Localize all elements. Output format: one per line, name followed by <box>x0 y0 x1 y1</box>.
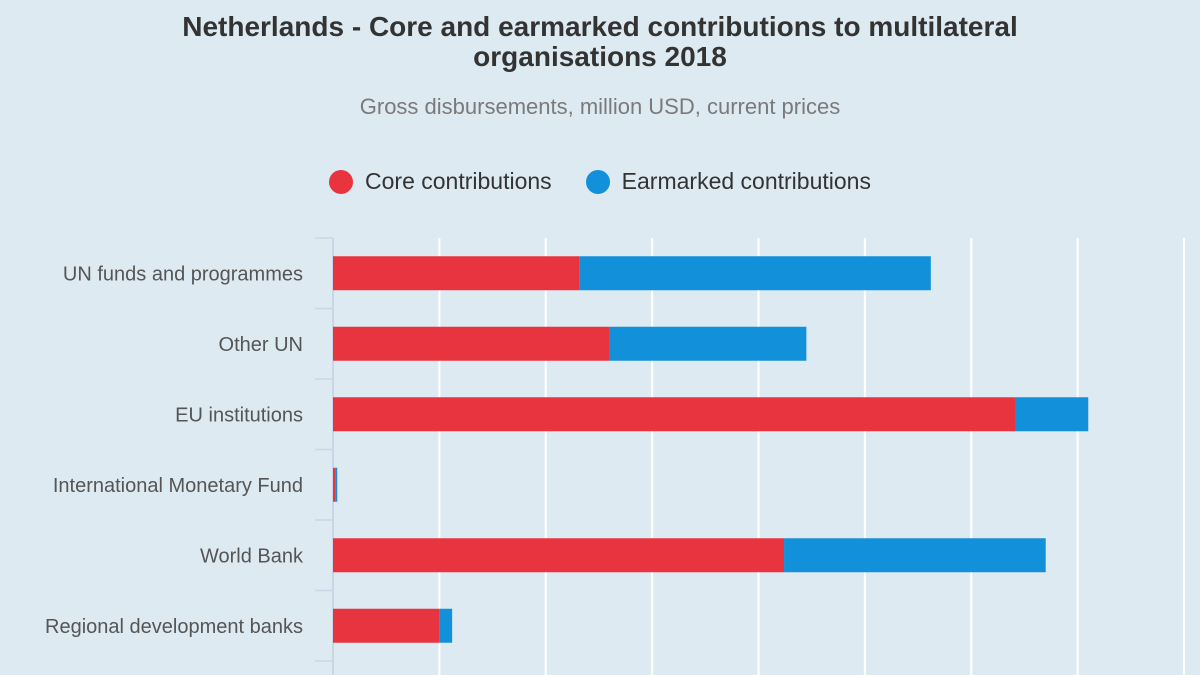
bar-core <box>333 467 336 502</box>
legend-label-earmarked: Earmarked contributions <box>621 168 871 194</box>
category-label: International Monetary Fund <box>53 475 303 497</box>
category-label: Regional development banks <box>45 616 303 638</box>
legend-item-core[interactable]: Core contributions <box>329 168 552 195</box>
bar-core <box>333 397 1016 432</box>
bar-core <box>333 326 610 361</box>
legend-marker-core <box>329 169 354 194</box>
bar-core <box>333 608 440 643</box>
bar-earmarked <box>439 608 453 643</box>
legend-label-core: Core contributions <box>365 168 552 194</box>
chart-legend: Core contributions Earmarked contributio… <box>0 168 1200 195</box>
bar-earmarked <box>784 538 1046 573</box>
bar-core <box>333 538 785 573</box>
chart-title-line-2: organisations 2018 <box>473 41 727 72</box>
chart-subtitle: Gross disbursements, million USD, curren… <box>359 94 841 119</box>
category-label: EU institutions <box>175 404 303 426</box>
legend-item-earmarked[interactable]: Earmarked contributions <box>585 168 871 195</box>
bar-core <box>333 256 580 291</box>
category-label: UN funds and programmes <box>63 263 303 285</box>
category-label: World Bank <box>200 545 304 567</box>
bar-earmarked <box>335 467 338 502</box>
bar-earmarked <box>609 326 807 361</box>
legend-marker-earmarked <box>585 169 610 194</box>
chart-title: Netherlands - Core and earmarked contrib… <box>0 12 1200 72</box>
bar-earmarked <box>1015 397 1089 432</box>
chart-title-line-1: Netherlands - Core and earmarked contrib… <box>182 11 1018 42</box>
bar-earmarked <box>579 256 931 291</box>
category-label: Other UN <box>219 334 303 356</box>
